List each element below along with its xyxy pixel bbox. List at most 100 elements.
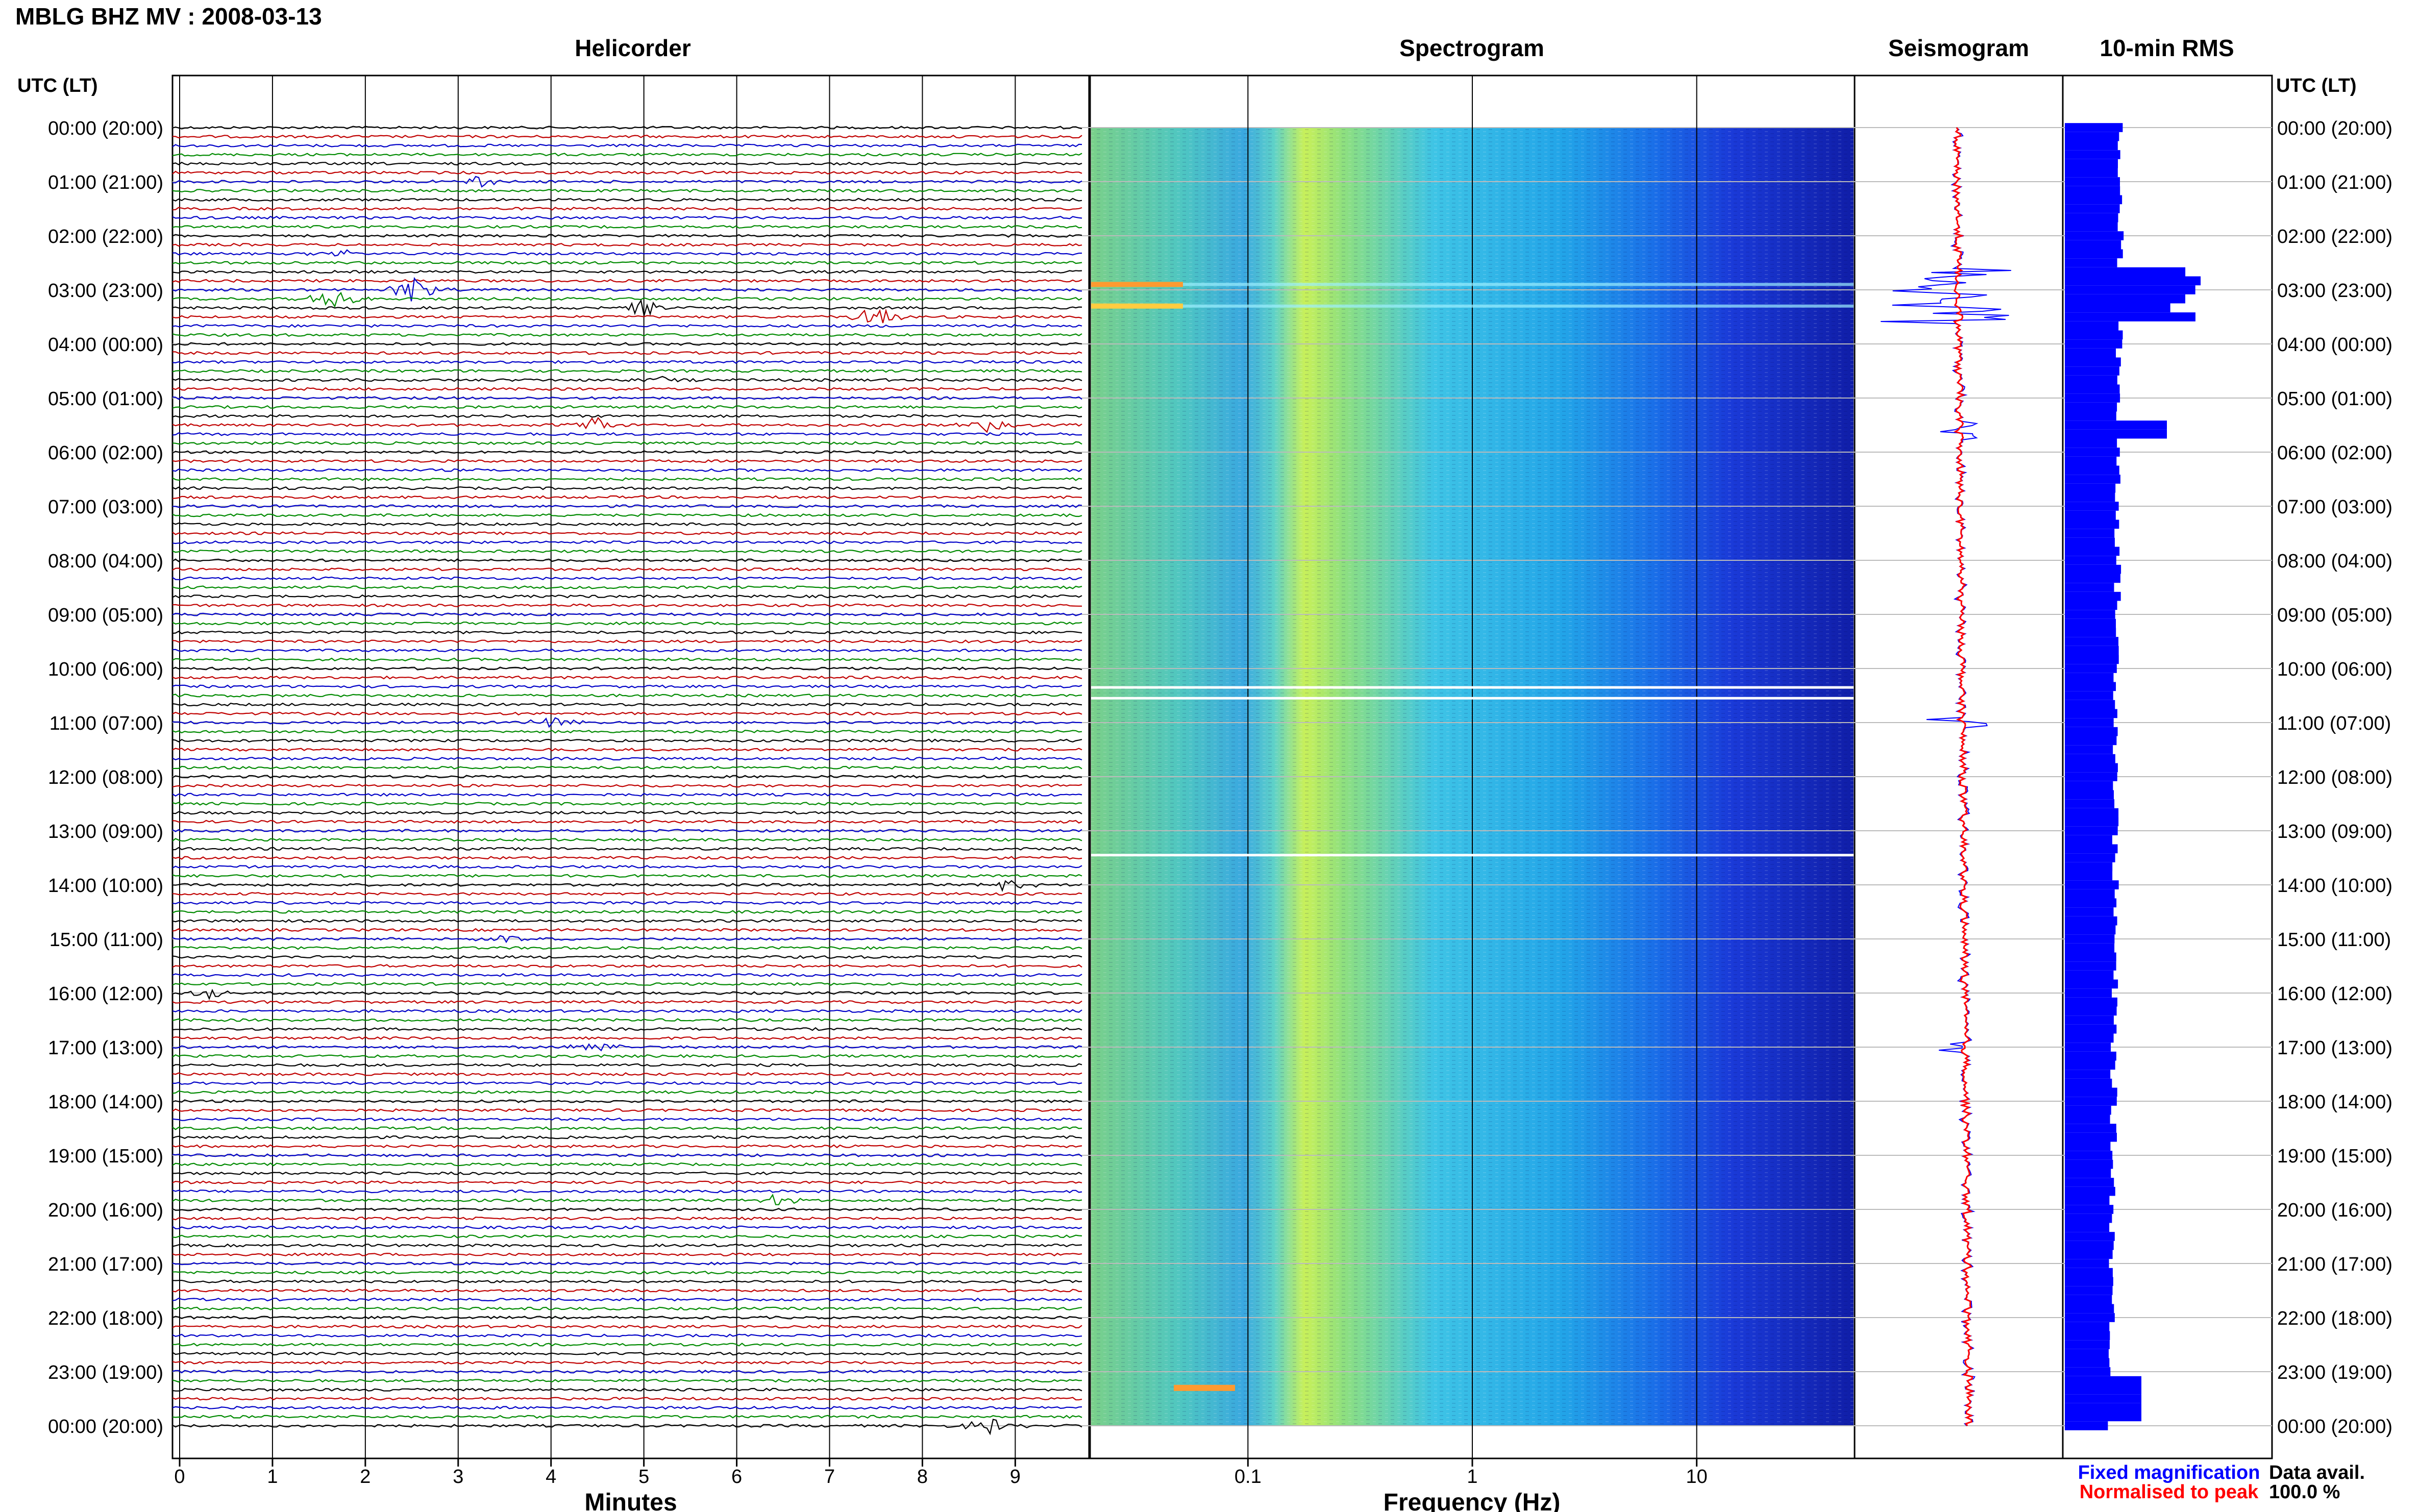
rms-bar bbox=[2065, 564, 2121, 574]
helicorder-trace bbox=[172, 928, 1082, 932]
frequency-tick-label: 1 bbox=[1467, 1466, 1477, 1488]
helicorder-trace bbox=[172, 935, 1082, 944]
rms-bar bbox=[2065, 655, 2119, 664]
rms-bar bbox=[2065, 1105, 2111, 1115]
helicorder-trace bbox=[172, 1117, 1082, 1122]
helicorder-trace bbox=[172, 880, 1082, 893]
helicorder-trace bbox=[172, 161, 1082, 166]
rms-bar bbox=[2065, 1403, 2141, 1412]
helicorder-trace bbox=[172, 215, 1082, 220]
helicorder-trace bbox=[172, 1316, 1082, 1320]
rms-bar bbox=[2065, 393, 2120, 403]
seismogram-panel bbox=[1854, 75, 2064, 1459]
rms-bar bbox=[2065, 1232, 2115, 1241]
rms-bar bbox=[2065, 700, 2115, 709]
left-time-label: 06:00 (02:00) bbox=[48, 442, 163, 464]
rms-bar bbox=[2065, 1169, 2111, 1178]
rms-bar bbox=[2065, 601, 2117, 610]
left-time-label: 16:00 (12:00) bbox=[48, 983, 163, 1005]
rms-bar bbox=[2065, 366, 2119, 376]
helicorder-trace bbox=[172, 738, 1082, 743]
rms-bar bbox=[2065, 529, 2115, 538]
helicorder-trace bbox=[172, 134, 1082, 139]
rms-bar bbox=[2065, 736, 2117, 746]
spectral-event-band bbox=[1091, 282, 1183, 287]
helicorder-trace bbox=[172, 1162, 1082, 1167]
helicorder-trace bbox=[172, 567, 1082, 572]
helicorder-trace bbox=[172, 540, 1082, 544]
right-time-label: 11:00 (07:00) bbox=[2277, 713, 2391, 734]
minute-tick-label: 1 bbox=[267, 1466, 278, 1488]
data-availability-label: Data avail. bbox=[2269, 1462, 2365, 1483]
rms-bar bbox=[2065, 1124, 2116, 1133]
rms-bar bbox=[2065, 1223, 2110, 1232]
helicorder-trace bbox=[172, 1000, 1082, 1004]
left-time-label: 07:00 (03:00) bbox=[48, 497, 163, 518]
helicorder-trace bbox=[172, 693, 1082, 698]
rms-bar bbox=[2065, 835, 2112, 845]
helicorder-trace bbox=[172, 964, 1082, 968]
helicorder-trace bbox=[172, 333, 1082, 337]
rms-bar bbox=[2065, 718, 2114, 727]
right-time-label: 01:00 (21:00) bbox=[2277, 172, 2392, 193]
helicorder-trace bbox=[172, 1288, 1082, 1293]
helicorder-trace bbox=[172, 1135, 1082, 1139]
helicorder-trace bbox=[172, 242, 1082, 247]
helicorder-trace bbox=[172, 874, 1082, 878]
helicorder-trace bbox=[172, 188, 1082, 193]
rms-bar bbox=[2065, 754, 2115, 763]
rms-bar bbox=[2065, 889, 2115, 899]
rms-bar bbox=[2065, 357, 2121, 367]
rms-bar bbox=[2065, 1196, 2110, 1205]
helicorder-trace bbox=[172, 919, 1082, 923]
rms-bar bbox=[2065, 628, 2116, 637]
rms-bar bbox=[2065, 673, 2114, 682]
rms-bar bbox=[2065, 1340, 2110, 1349]
minute-tick-label: 4 bbox=[546, 1466, 556, 1488]
helicorder-trace bbox=[172, 829, 1082, 833]
rms-bar bbox=[2065, 231, 2124, 240]
helicorder-trace bbox=[172, 432, 1082, 436]
rms-bar bbox=[2065, 456, 2117, 466]
right-time-label: 21:00 (17:00) bbox=[2277, 1254, 2392, 1275]
minute-tick-label: 6 bbox=[731, 1466, 742, 1488]
helicorder-trace bbox=[172, 269, 1082, 274]
helicorder-trace bbox=[172, 225, 1082, 229]
rms-bar bbox=[2065, 411, 2116, 421]
helicorder-trace bbox=[172, 666, 1082, 671]
rms-bar bbox=[2065, 1313, 2115, 1322]
helicorder-trace bbox=[172, 1126, 1082, 1130]
rms-bar bbox=[2065, 952, 2116, 962]
helicorder-trace bbox=[172, 531, 1082, 535]
right-time-label: 23:00 (19:00) bbox=[2277, 1362, 2392, 1383]
rms-bar bbox=[2065, 519, 2119, 529]
rms-bar bbox=[2065, 943, 2115, 953]
helicorder-trace bbox=[172, 988, 1082, 1000]
helicorder-trace bbox=[172, 910, 1082, 914]
helicorder-trace bbox=[172, 1189, 1082, 1194]
helicorder-trace bbox=[172, 856, 1082, 860]
rms-bar bbox=[2065, 384, 2120, 394]
rms-bar bbox=[2065, 475, 2120, 484]
left-time-label: 21:00 (17:00) bbox=[48, 1254, 163, 1275]
helicorder-trace bbox=[172, 585, 1082, 589]
rms-bar bbox=[2065, 844, 2118, 854]
rms-bar bbox=[2065, 429, 2167, 439]
rms-bar bbox=[2065, 853, 2115, 862]
right-time-label: 06:00 (02:00) bbox=[2277, 442, 2392, 464]
rms-bar bbox=[2065, 465, 2119, 475]
right-time-label: 05:00 (01:00) bbox=[2277, 388, 2392, 410]
helicorder-trace bbox=[172, 441, 1082, 445]
left-time-label: 03:00 (23:00) bbox=[48, 280, 163, 302]
helicorder-trace bbox=[172, 279, 1082, 283]
rms-bar bbox=[2065, 303, 2170, 313]
right-time-label: 19:00 (15:00) bbox=[2277, 1146, 2392, 1167]
rms-bar bbox=[2065, 709, 2117, 718]
data-availability-value: 100.0 % bbox=[2269, 1481, 2340, 1503]
helicorder-trace bbox=[172, 1171, 1082, 1176]
helicorder-trace bbox=[172, 324, 1082, 328]
rms-bar bbox=[2065, 1006, 2117, 1016]
rms-bar bbox=[2065, 1358, 2110, 1368]
left-time-label: 01:00 (21:00) bbox=[48, 172, 163, 193]
helicorder-trace bbox=[172, 1270, 1082, 1275]
